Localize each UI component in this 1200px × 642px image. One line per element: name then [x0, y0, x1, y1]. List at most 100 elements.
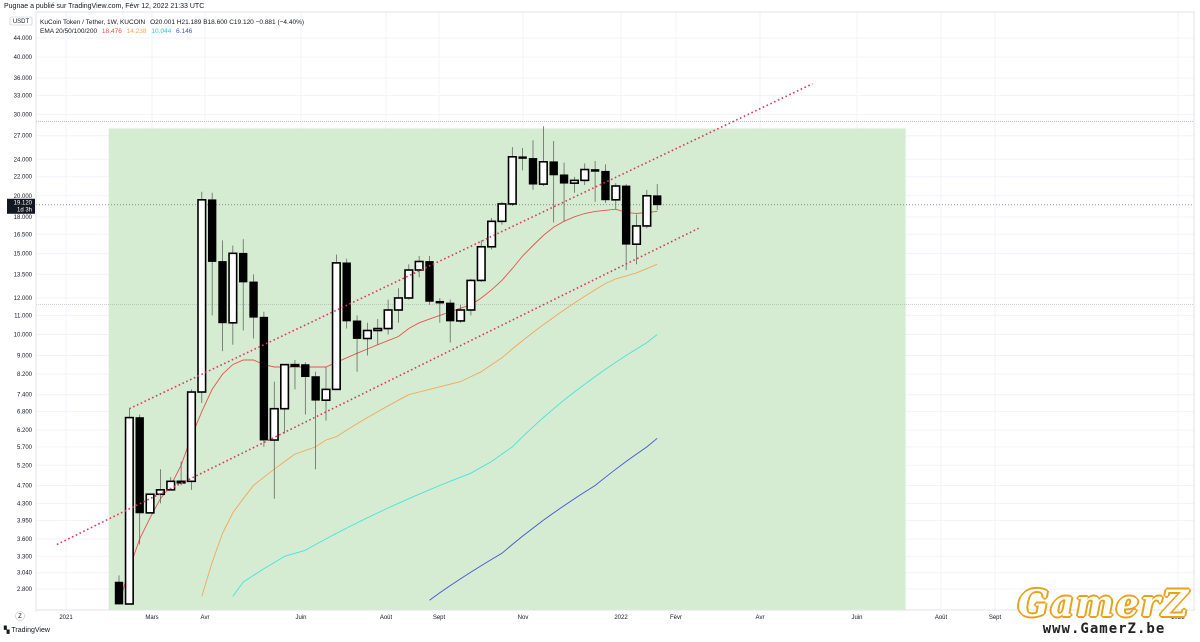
watermark-url: www.GamerZ.be — [1042, 621, 1166, 637]
candle[interactable] — [631, 214, 642, 265]
candle[interactable] — [373, 319, 383, 345]
time-tick: Nov — [518, 615, 529, 621]
candle[interactable] — [186, 389, 197, 490]
candle[interactable] — [145, 493, 155, 514]
time-tick: Avr — [201, 615, 210, 621]
candle[interactable] — [559, 162, 569, 222]
candle[interactable] — [259, 311, 269, 447]
candle-body — [301, 364, 310, 378]
candle-body — [507, 155, 517, 205]
candle[interactable] — [653, 184, 662, 211]
candle[interactable] — [621, 184, 631, 271]
candle[interactable] — [528, 140, 538, 190]
candle[interactable] — [569, 176, 579, 193]
candle[interactable] — [114, 575, 124, 605]
candle[interactable] — [486, 217, 497, 250]
candle-body — [393, 297, 404, 311]
candle-body — [321, 388, 331, 401]
price-tick: 3.040 — [17, 571, 33, 577]
candle[interactable] — [590, 160, 600, 202]
current-price-tag[interactable] — [7, 198, 35, 214]
candle[interactable] — [425, 256, 434, 305]
ema-label[interactable]: EMA 20/50/100/200 — [40, 28, 98, 35]
candle[interactable] — [249, 274, 258, 339]
candle[interactable] — [311, 371, 320, 470]
candle[interactable] — [218, 240, 227, 352]
time-axis[interactable]: 2021 Mars Avr Juin Août Sept Nov 2022 Févr Avr Jui… — [15, 609, 1195, 621]
candle-body — [166, 480, 176, 491]
candle-body — [352, 320, 362, 339]
tradingview-brand[interactable]: ▚ TradingView — [4, 626, 50, 634]
time-tick: Août — [380, 615, 393, 621]
candle[interactable] — [301, 362, 310, 415]
candle-body — [425, 261, 434, 302]
candle[interactable] — [321, 366, 331, 421]
timezone-button[interactable] — [15, 611, 25, 621]
candles[interactable] — [114, 126, 662, 605]
candle[interactable] — [207, 192, 217, 316]
price-tick: 4.700 — [17, 484, 33, 490]
candle[interactable] — [611, 183, 621, 210]
candle[interactable] — [435, 297, 445, 323]
candle-body — [145, 493, 155, 514]
candle[interactable] — [497, 201, 507, 225]
candle[interactable] — [228, 245, 238, 345]
candle[interactable] — [414, 256, 424, 278]
timezone-icon: Z — [18, 614, 22, 620]
candle[interactable] — [538, 126, 548, 187]
candle[interactable] — [352, 315, 362, 372]
candle[interactable] — [601, 164, 610, 203]
candle[interactable] — [383, 299, 393, 335]
candle[interactable] — [362, 322, 373, 356]
price-tick: 36.000 — [14, 76, 33, 82]
price-tick: 24.000 — [14, 157, 33, 163]
ema-lines — [118, 208, 658, 605]
candle[interactable] — [269, 381, 279, 499]
candle[interactable] — [290, 360, 300, 390]
ema200-value: 6.146 — [176, 28, 193, 35]
candle[interactable] — [197, 191, 207, 403]
candle-body — [218, 261, 227, 324]
candle[interactable] — [124, 408, 134, 605]
candle-body — [279, 363, 290, 410]
candle[interactable] — [445, 299, 455, 343]
candle-body — [124, 416, 134, 605]
candle[interactable] — [466, 278, 476, 316]
candle-body — [238, 252, 248, 283]
candle[interactable] — [507, 147, 517, 207]
candle-body — [466, 279, 476, 311]
price-tick: 15.000 — [14, 251, 33, 257]
candle[interactable] — [580, 163, 590, 186]
candle[interactable] — [549, 140, 558, 223]
time-tick: Avr — [756, 615, 765, 621]
candle[interactable] — [476, 240, 486, 282]
candle-body — [538, 161, 548, 185]
symbol-label[interactable]: KuCoin Token / Tether, 1W, KUCOIN — [40, 19, 146, 26]
candle[interactable] — [404, 264, 414, 300]
candle[interactable] — [455, 304, 466, 323]
price-tick: 6.800 — [17, 410, 33, 416]
time-tick: Mars — [145, 615, 158, 621]
candle[interactable] — [135, 414, 144, 545]
candle[interactable] — [518, 147, 527, 171]
candle[interactable] — [393, 288, 404, 323]
ema-line — [429, 437, 658, 601]
candle-body — [373, 327, 383, 332]
price-axis[interactable]: USDT 44.000 40.000 36.000 33.000 30.000 27.000… — [0, 12, 37, 612]
candle[interactable] — [342, 258, 351, 329]
unit-box[interactable] — [9, 16, 33, 26]
candle[interactable] — [642, 189, 652, 229]
trendline[interactable] — [56, 227, 699, 546]
candle[interactable] — [279, 363, 290, 434]
candle-body — [528, 158, 538, 185]
trendline[interactable] — [129, 83, 813, 410]
time-tick: Juin — [851, 615, 862, 621]
candle-body — [362, 329, 373, 340]
candle[interactable] — [331, 254, 341, 391]
candle[interactable] — [155, 469, 166, 504]
candle[interactable] — [238, 239, 248, 331]
price-axis-bg — [0, 12, 36, 612]
candle-body — [331, 262, 341, 391]
candle-body — [580, 168, 590, 182]
